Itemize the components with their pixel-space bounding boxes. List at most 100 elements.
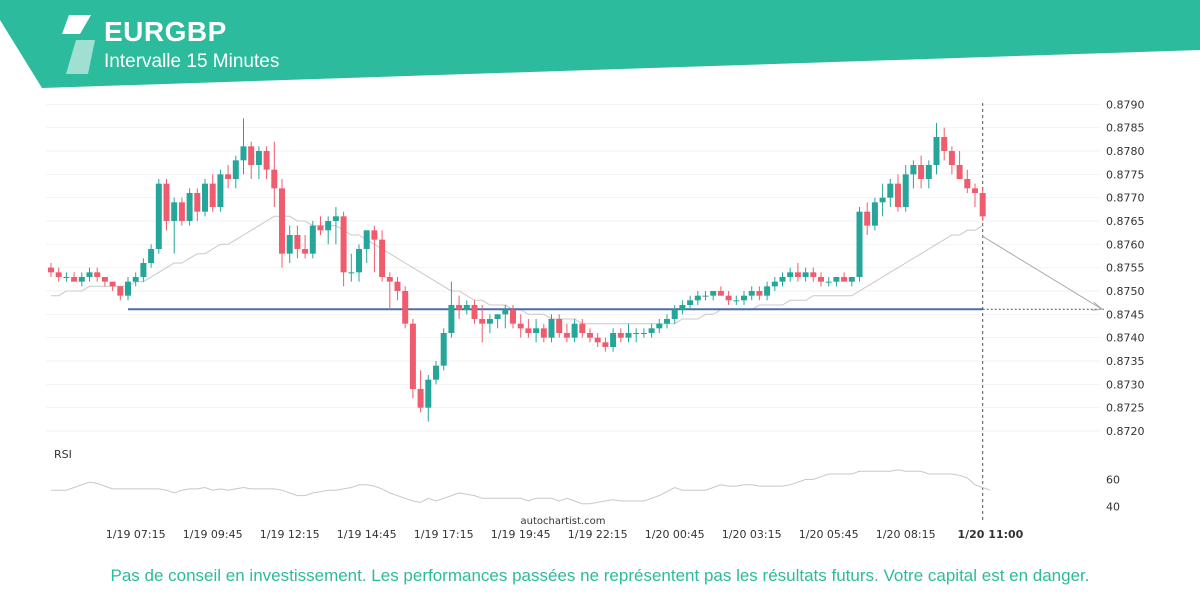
- candle: [818, 272, 824, 287]
- candle-body: [856, 211, 863, 277]
- candle: [402, 286, 409, 329]
- rsi-tick-label: 60: [1106, 473, 1120, 486]
- candle: [733, 295, 740, 305]
- candle-body: [525, 328, 532, 333]
- candle: [132, 272, 139, 287]
- candle: [194, 188, 201, 221]
- candle: [248, 141, 255, 179]
- candle-body: [617, 333, 624, 338]
- time-tick-label: 1/19 09:45: [183, 528, 243, 541]
- candle-body: [640, 333, 647, 334]
- candle-body: [86, 272, 93, 277]
- forecast-arrow-icon: [1091, 301, 1104, 311]
- candle-body: [787, 272, 794, 277]
- candle-body: [232, 160, 239, 179]
- candle: [386, 272, 393, 310]
- candle: [86, 267, 93, 282]
- candle-body: [979, 193, 986, 217]
- candle: [348, 253, 355, 282]
- price-tick-label: 0.8790: [1106, 98, 1145, 111]
- candle: [202, 179, 208, 217]
- candle: [286, 225, 293, 263]
- candle: [856, 207, 863, 282]
- candle: [741, 291, 747, 305]
- candle: [802, 267, 809, 282]
- candle-body: [340, 216, 347, 273]
- candle: [864, 202, 871, 235]
- candle-body: [433, 365, 439, 380]
- candle-body: [448, 305, 455, 333]
- candle: [232, 155, 239, 189]
- candle-body: [479, 319, 486, 324]
- candle-body: [348, 272, 355, 274]
- candle: [463, 300, 470, 315]
- candle-body: [363, 230, 370, 249]
- candle-body: [756, 291, 763, 296]
- candle-body: [694, 295, 701, 301]
- candle: [240, 118, 247, 175]
- candle: [340, 211, 347, 287]
- candle-body: [702, 295, 709, 297]
- candle-body: [356, 249, 362, 273]
- candle: [209, 174, 216, 212]
- candle: [956, 151, 963, 179]
- candle: [979, 188, 986, 221]
- candle: [825, 277, 832, 287]
- candle: [725, 291, 732, 305]
- candle-body: [725, 295, 732, 301]
- risk-disclaimer: Pas de conseil en investissement. Les pe…: [110, 566, 1090, 585]
- candle-body: [148, 249, 155, 263]
- candle-body: [132, 277, 139, 282]
- candle: [363, 230, 370, 263]
- candle-body: [741, 295, 747, 301]
- time-axis: 1/19 07:15 1/19 09:45 1/19 12:15 1/19 14:45…: [106, 528, 1024, 541]
- price-tick-label: 0.8770: [1106, 192, 1145, 205]
- candle-body: [63, 277, 70, 278]
- candle: [948, 146, 955, 175]
- candle: [155, 179, 162, 254]
- candle-body: [171, 202, 178, 221]
- candle-body: [425, 379, 432, 408]
- candle-body: [664, 319, 670, 324]
- candle-body: [140, 263, 147, 277]
- price-grid: [46, 103, 1100, 432]
- candle-body: [679, 305, 686, 310]
- candle: [925, 160, 932, 189]
- candle: [533, 319, 540, 343]
- candle: [510, 305, 516, 329]
- candle-body: [548, 319, 555, 338]
- candle: [748, 286, 755, 301]
- candle: [332, 207, 339, 245]
- candle-body: [902, 174, 909, 207]
- candle-body: [956, 165, 963, 179]
- candle: [101, 277, 108, 287]
- candle-body: [486, 319, 493, 324]
- candle: [502, 305, 509, 329]
- interval-subtitle: Intervalle 15 Minutes: [104, 51, 280, 72]
- candle-body: [456, 305, 463, 310]
- candle-body: [294, 235, 301, 249]
- candle: [556, 314, 563, 338]
- candle-body: [887, 183, 894, 198]
- candle-body: [864, 211, 871, 226]
- candle-body: [625, 333, 632, 338]
- candle: [125, 277, 131, 301]
- price-axis: 0.8790 0.8785 0.8780 0.8775 0.8770 0.8765 0.87…: [1106, 98, 1145, 438]
- candle-body: [925, 165, 932, 179]
- time-tick-label: 1/20 00:45: [645, 528, 705, 541]
- candle-body: [948, 151, 955, 165]
- candle-body: [178, 202, 185, 221]
- candle-body: [309, 225, 316, 254]
- candle: [841, 272, 848, 282]
- candle-body: [764, 286, 771, 296]
- candle-body: [94, 272, 101, 277]
- candle: [479, 305, 486, 343]
- candle-body: [933, 137, 940, 165]
- time-tick-label: 1/19 12:15: [260, 528, 320, 541]
- candles-layer: [48, 118, 986, 422]
- candle-body: [440, 333, 447, 366]
- instrument-title: EURGBP: [104, 16, 227, 47]
- candle: [217, 169, 224, 212]
- price-tick-label: 0.8740: [1106, 332, 1145, 345]
- candle: [664, 314, 670, 329]
